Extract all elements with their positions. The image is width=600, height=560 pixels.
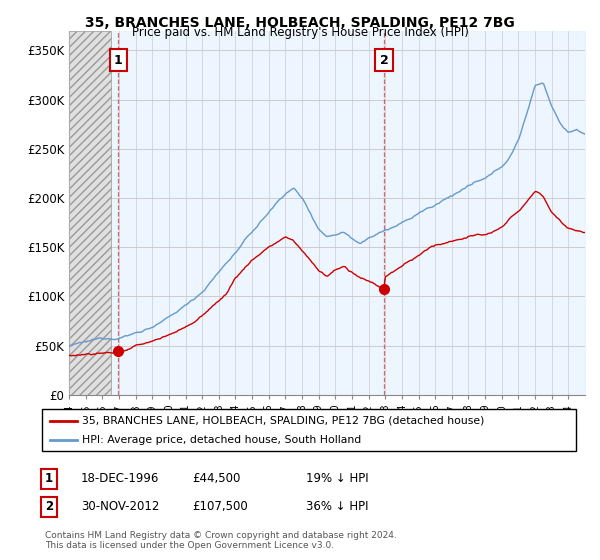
Text: 35, BRANCHES LANE, HOLBEACH, SPALDING, PE12 7BG: 35, BRANCHES LANE, HOLBEACH, SPALDING, P…: [85, 16, 515, 30]
Text: 1: 1: [114, 54, 122, 67]
Text: 2: 2: [45, 500, 53, 514]
Text: Price paid vs. HM Land Registry's House Price Index (HPI): Price paid vs. HM Land Registry's House …: [131, 26, 469, 39]
Text: 35, BRANCHES LANE, HOLBEACH, SPALDING, PE12 7BG (detached house): 35, BRANCHES LANE, HOLBEACH, SPALDING, P…: [82, 416, 484, 426]
Bar: [69, 31, 110, 395]
Text: HPI: Average price, detached house, South Holland: HPI: Average price, detached house, Sout…: [82, 435, 361, 445]
Text: Contains HM Land Registry data © Crown copyright and database right 2024.
This d: Contains HM Land Registry data © Crown c…: [45, 530, 397, 550]
Text: 19% ↓ HPI: 19% ↓ HPI: [306, 472, 368, 486]
Text: £107,500: £107,500: [192, 500, 248, 514]
Text: 18-DEC-1996: 18-DEC-1996: [81, 472, 160, 486]
Text: 1: 1: [45, 472, 53, 486]
Text: 2: 2: [380, 54, 388, 67]
Text: 30-NOV-2012: 30-NOV-2012: [81, 500, 160, 514]
Text: 36% ↓ HPI: 36% ↓ HPI: [306, 500, 368, 514]
Text: £44,500: £44,500: [192, 472, 241, 486]
